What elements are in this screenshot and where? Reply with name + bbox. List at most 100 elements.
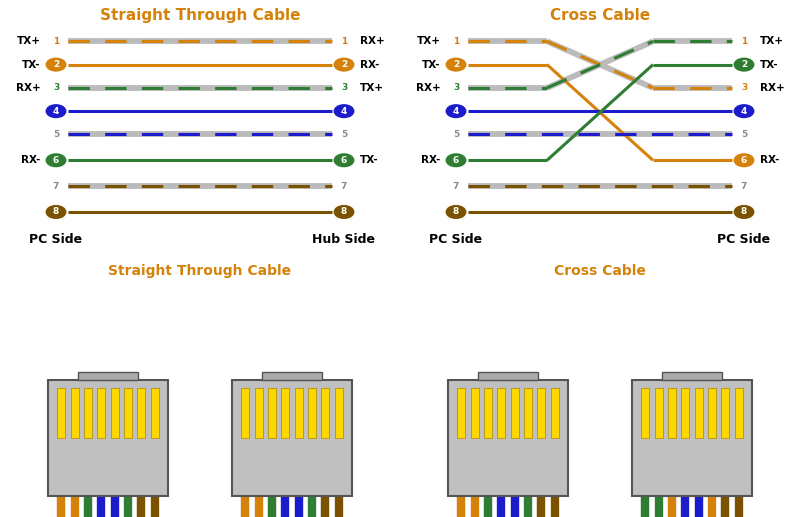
Circle shape bbox=[446, 180, 466, 192]
Bar bbox=[232, 380, 352, 496]
Text: 7: 7 bbox=[453, 181, 459, 191]
Bar bbox=[78, 372, 138, 380]
Text: 8: 8 bbox=[53, 207, 59, 217]
Bar bbox=[294, 388, 302, 438]
Text: TX-: TX- bbox=[360, 155, 378, 165]
Text: 2: 2 bbox=[53, 60, 59, 69]
Text: 4: 4 bbox=[53, 107, 59, 116]
Text: 7: 7 bbox=[53, 181, 59, 191]
Text: 5: 5 bbox=[453, 130, 459, 139]
Circle shape bbox=[334, 206, 354, 218]
Text: 1: 1 bbox=[453, 37, 459, 46]
Circle shape bbox=[446, 105, 466, 117]
Circle shape bbox=[734, 180, 754, 192]
Text: TX-: TX- bbox=[760, 59, 778, 70]
Text: RX+: RX+ bbox=[360, 36, 384, 47]
Circle shape bbox=[446, 154, 466, 166]
Text: 1: 1 bbox=[53, 37, 59, 46]
Text: PC Side: PC Side bbox=[30, 233, 82, 246]
Circle shape bbox=[734, 105, 754, 117]
Text: 3: 3 bbox=[741, 83, 747, 93]
Text: TX-: TX- bbox=[422, 59, 440, 70]
Bar bbox=[538, 388, 546, 438]
Text: 4: 4 bbox=[741, 107, 747, 116]
Text: 6: 6 bbox=[341, 156, 347, 165]
Bar bbox=[642, 388, 650, 438]
Circle shape bbox=[734, 128, 754, 141]
Text: Hub Side: Hub Side bbox=[313, 233, 375, 246]
Circle shape bbox=[334, 58, 354, 71]
Circle shape bbox=[46, 128, 66, 141]
Circle shape bbox=[46, 35, 66, 48]
Bar bbox=[510, 388, 518, 438]
Text: 4: 4 bbox=[453, 107, 459, 116]
Bar bbox=[334, 388, 342, 438]
Circle shape bbox=[446, 35, 466, 48]
Bar bbox=[242, 388, 250, 438]
Text: RX+: RX+ bbox=[416, 83, 440, 93]
Text: RX+: RX+ bbox=[16, 83, 41, 93]
Circle shape bbox=[46, 58, 66, 71]
Text: 8: 8 bbox=[341, 207, 347, 217]
Circle shape bbox=[446, 82, 466, 94]
Bar bbox=[654, 388, 662, 438]
Text: 8: 8 bbox=[453, 207, 459, 217]
Bar bbox=[682, 388, 690, 438]
Bar bbox=[308, 388, 316, 438]
Text: Straight Through Cable: Straight Through Cable bbox=[100, 8, 300, 23]
Text: PC Side: PC Side bbox=[718, 233, 770, 246]
Text: 7: 7 bbox=[341, 181, 347, 191]
Text: TX+: TX+ bbox=[360, 83, 384, 93]
Circle shape bbox=[446, 58, 466, 71]
Text: 8: 8 bbox=[741, 207, 747, 217]
Circle shape bbox=[446, 128, 466, 141]
Bar bbox=[448, 380, 568, 496]
Text: Cross Cable: Cross Cable bbox=[554, 264, 646, 278]
Text: 7: 7 bbox=[741, 181, 747, 191]
Text: RX-: RX- bbox=[21, 155, 41, 165]
Text: 5: 5 bbox=[53, 130, 59, 139]
Text: TX-: TX- bbox=[22, 59, 41, 70]
Bar bbox=[98, 388, 106, 438]
Bar bbox=[282, 388, 290, 438]
Circle shape bbox=[334, 154, 354, 166]
Bar bbox=[662, 372, 722, 380]
Bar bbox=[524, 388, 532, 438]
Circle shape bbox=[734, 35, 754, 48]
Text: 4: 4 bbox=[341, 107, 347, 116]
Bar bbox=[124, 388, 132, 438]
Text: 2: 2 bbox=[341, 60, 347, 69]
Bar bbox=[694, 388, 702, 438]
Text: RX-: RX- bbox=[421, 155, 440, 165]
Text: RX-: RX- bbox=[760, 155, 779, 165]
Text: TX+: TX+ bbox=[416, 36, 440, 47]
Circle shape bbox=[334, 128, 354, 141]
Bar bbox=[262, 372, 322, 380]
Text: 6: 6 bbox=[453, 156, 459, 165]
Bar bbox=[470, 388, 478, 438]
Circle shape bbox=[334, 82, 354, 94]
Circle shape bbox=[734, 206, 754, 218]
Bar bbox=[632, 380, 752, 496]
Text: 6: 6 bbox=[53, 156, 59, 165]
Bar bbox=[138, 388, 146, 438]
Text: 1: 1 bbox=[741, 37, 747, 46]
Circle shape bbox=[446, 206, 466, 218]
Text: 5: 5 bbox=[741, 130, 747, 139]
Text: Straight Through Cable: Straight Through Cable bbox=[109, 264, 291, 278]
Text: 1: 1 bbox=[341, 37, 347, 46]
Text: PC Side: PC Side bbox=[430, 233, 482, 246]
Bar bbox=[484, 388, 492, 438]
Circle shape bbox=[46, 180, 66, 192]
Bar bbox=[110, 388, 118, 438]
Circle shape bbox=[46, 105, 66, 117]
Bar bbox=[458, 388, 466, 438]
Bar bbox=[254, 388, 262, 438]
Text: 2: 2 bbox=[453, 60, 459, 69]
Text: RX+: RX+ bbox=[760, 83, 784, 93]
Text: TX+: TX+ bbox=[17, 36, 41, 47]
Bar bbox=[708, 388, 716, 438]
Bar bbox=[150, 388, 158, 438]
Circle shape bbox=[734, 154, 754, 166]
Bar bbox=[70, 388, 78, 438]
